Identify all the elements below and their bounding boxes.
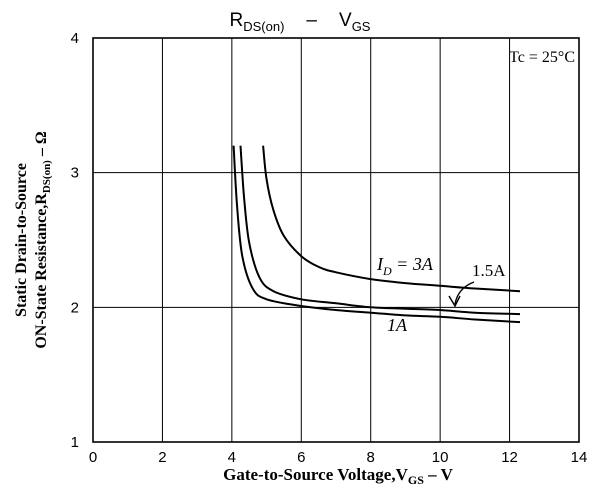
y-tick-label: 3 xyxy=(71,165,79,182)
curve-id-1a xyxy=(232,145,521,324)
y-tick-label: 1 xyxy=(71,434,79,451)
series-label-1-5a: 1.5A xyxy=(472,261,506,280)
grid-lines xyxy=(93,38,579,442)
plot-frame xyxy=(92,37,580,443)
y-tick-label: 2 xyxy=(71,299,79,316)
series-label-3a: ID = 3A xyxy=(376,254,434,278)
condition-label: Tc = 25°C xyxy=(509,49,575,66)
x-axis-label: Gate-to-Source Voltage,VGS – V xyxy=(223,465,453,487)
y-tick-label: 4 xyxy=(71,30,79,47)
x-tick-label: 2 xyxy=(158,449,166,466)
x-tick-label: 12 xyxy=(501,449,518,466)
y-axis-label: Static Drain-to-Source ON-State Resistan… xyxy=(13,131,53,349)
x-tick-label: 14 xyxy=(571,449,588,466)
x-tick-label: 10 xyxy=(432,449,449,466)
curves xyxy=(232,145,521,324)
curve-id-3a xyxy=(262,145,521,293)
series-label-1-5a-arrowhead xyxy=(448,295,461,308)
y-axis-label-line1: Static Drain-to-Source xyxy=(13,163,30,317)
x-tick-label: 8 xyxy=(367,449,375,466)
x-tick-label: 0 xyxy=(89,449,97,466)
y-axis-label-line2: ON-State Resistance,RDS(on) – Ω xyxy=(33,131,53,349)
series-label-1a: 1A xyxy=(387,315,408,335)
x-tick-label: 4 xyxy=(228,449,236,466)
chart-title: RDS(on) – VGS xyxy=(230,10,371,34)
x-tick-label: 6 xyxy=(297,449,305,466)
series-label-1-5a-pointer xyxy=(454,281,475,305)
curve-id-1-5a xyxy=(239,145,521,316)
